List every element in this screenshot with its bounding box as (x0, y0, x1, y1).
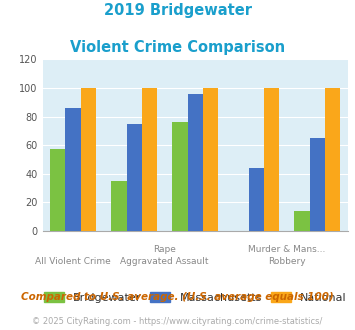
Text: Murder & Mans...: Murder & Mans... (248, 245, 326, 254)
Bar (264, 88, 279, 231)
Text: Aggravated Assault: Aggravated Assault (120, 257, 209, 266)
Text: Rape: Rape (153, 245, 176, 254)
Bar (81, 88, 96, 231)
Bar (126, 124, 142, 231)
Text: Violent Crime Comparison: Violent Crime Comparison (70, 40, 285, 54)
Bar (325, 88, 340, 231)
Legend: Bridgewater, Massachusetts, National: Bridgewater, Massachusetts, National (40, 288, 351, 308)
Bar (50, 149, 66, 231)
Bar (248, 168, 264, 231)
Bar (142, 88, 157, 231)
Bar (203, 88, 218, 231)
Bar (310, 138, 325, 231)
Bar (111, 181, 126, 231)
Text: © 2025 CityRating.com - https://www.cityrating.com/crime-statistics/: © 2025 CityRating.com - https://www.city… (32, 317, 323, 326)
Bar (188, 94, 203, 231)
Text: Robbery: Robbery (268, 257, 306, 266)
Text: Compared to U.S. average. (U.S. average equals 100): Compared to U.S. average. (U.S. average … (21, 292, 334, 302)
Bar (294, 211, 310, 231)
Bar (66, 108, 81, 231)
Bar (173, 122, 187, 231)
Text: All Violent Crime: All Violent Crime (35, 257, 111, 266)
Text: 2019 Bridgewater: 2019 Bridgewater (104, 3, 251, 18)
